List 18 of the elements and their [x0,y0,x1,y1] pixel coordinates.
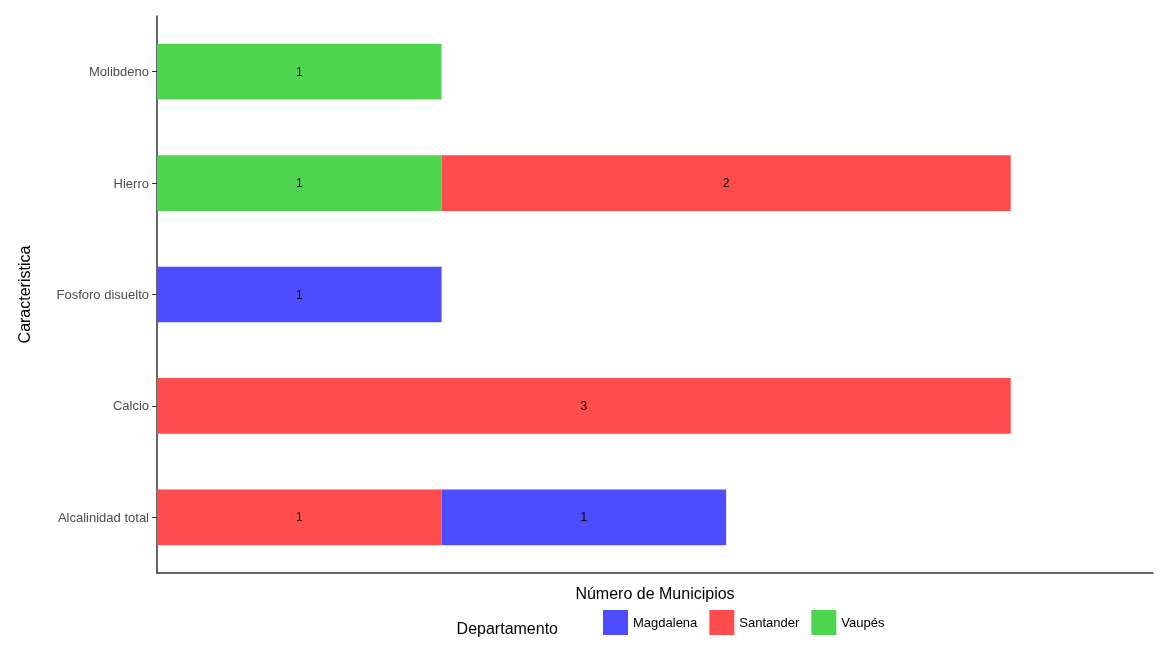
legend-label: Vaupés [841,615,885,630]
y-tick-label: Alcalinidad total [57,509,150,525]
x-axis-title: Número de Municipios [575,584,735,602]
legend-title: Departamento [456,619,559,637]
data-label: 1 [295,176,303,191]
data-label: 1 [580,510,588,525]
data-label: 2 [722,176,730,191]
y-tick-label: Hierro [113,175,149,191]
y-tick-label: Molibdeno [89,64,149,80]
y-tick-label: Calcio [112,398,149,414]
data-label: 1 [295,510,303,525]
y-axis-title: Caracteristica [15,245,33,344]
data-label: 1 [295,64,303,79]
data-label: 1 [295,287,303,302]
y-tick-label: Fosforo disuelto [56,287,149,302]
data-label: 3 [580,398,588,413]
legend-label: Magdalena [633,615,699,630]
legend-label: Santander [739,615,800,630]
